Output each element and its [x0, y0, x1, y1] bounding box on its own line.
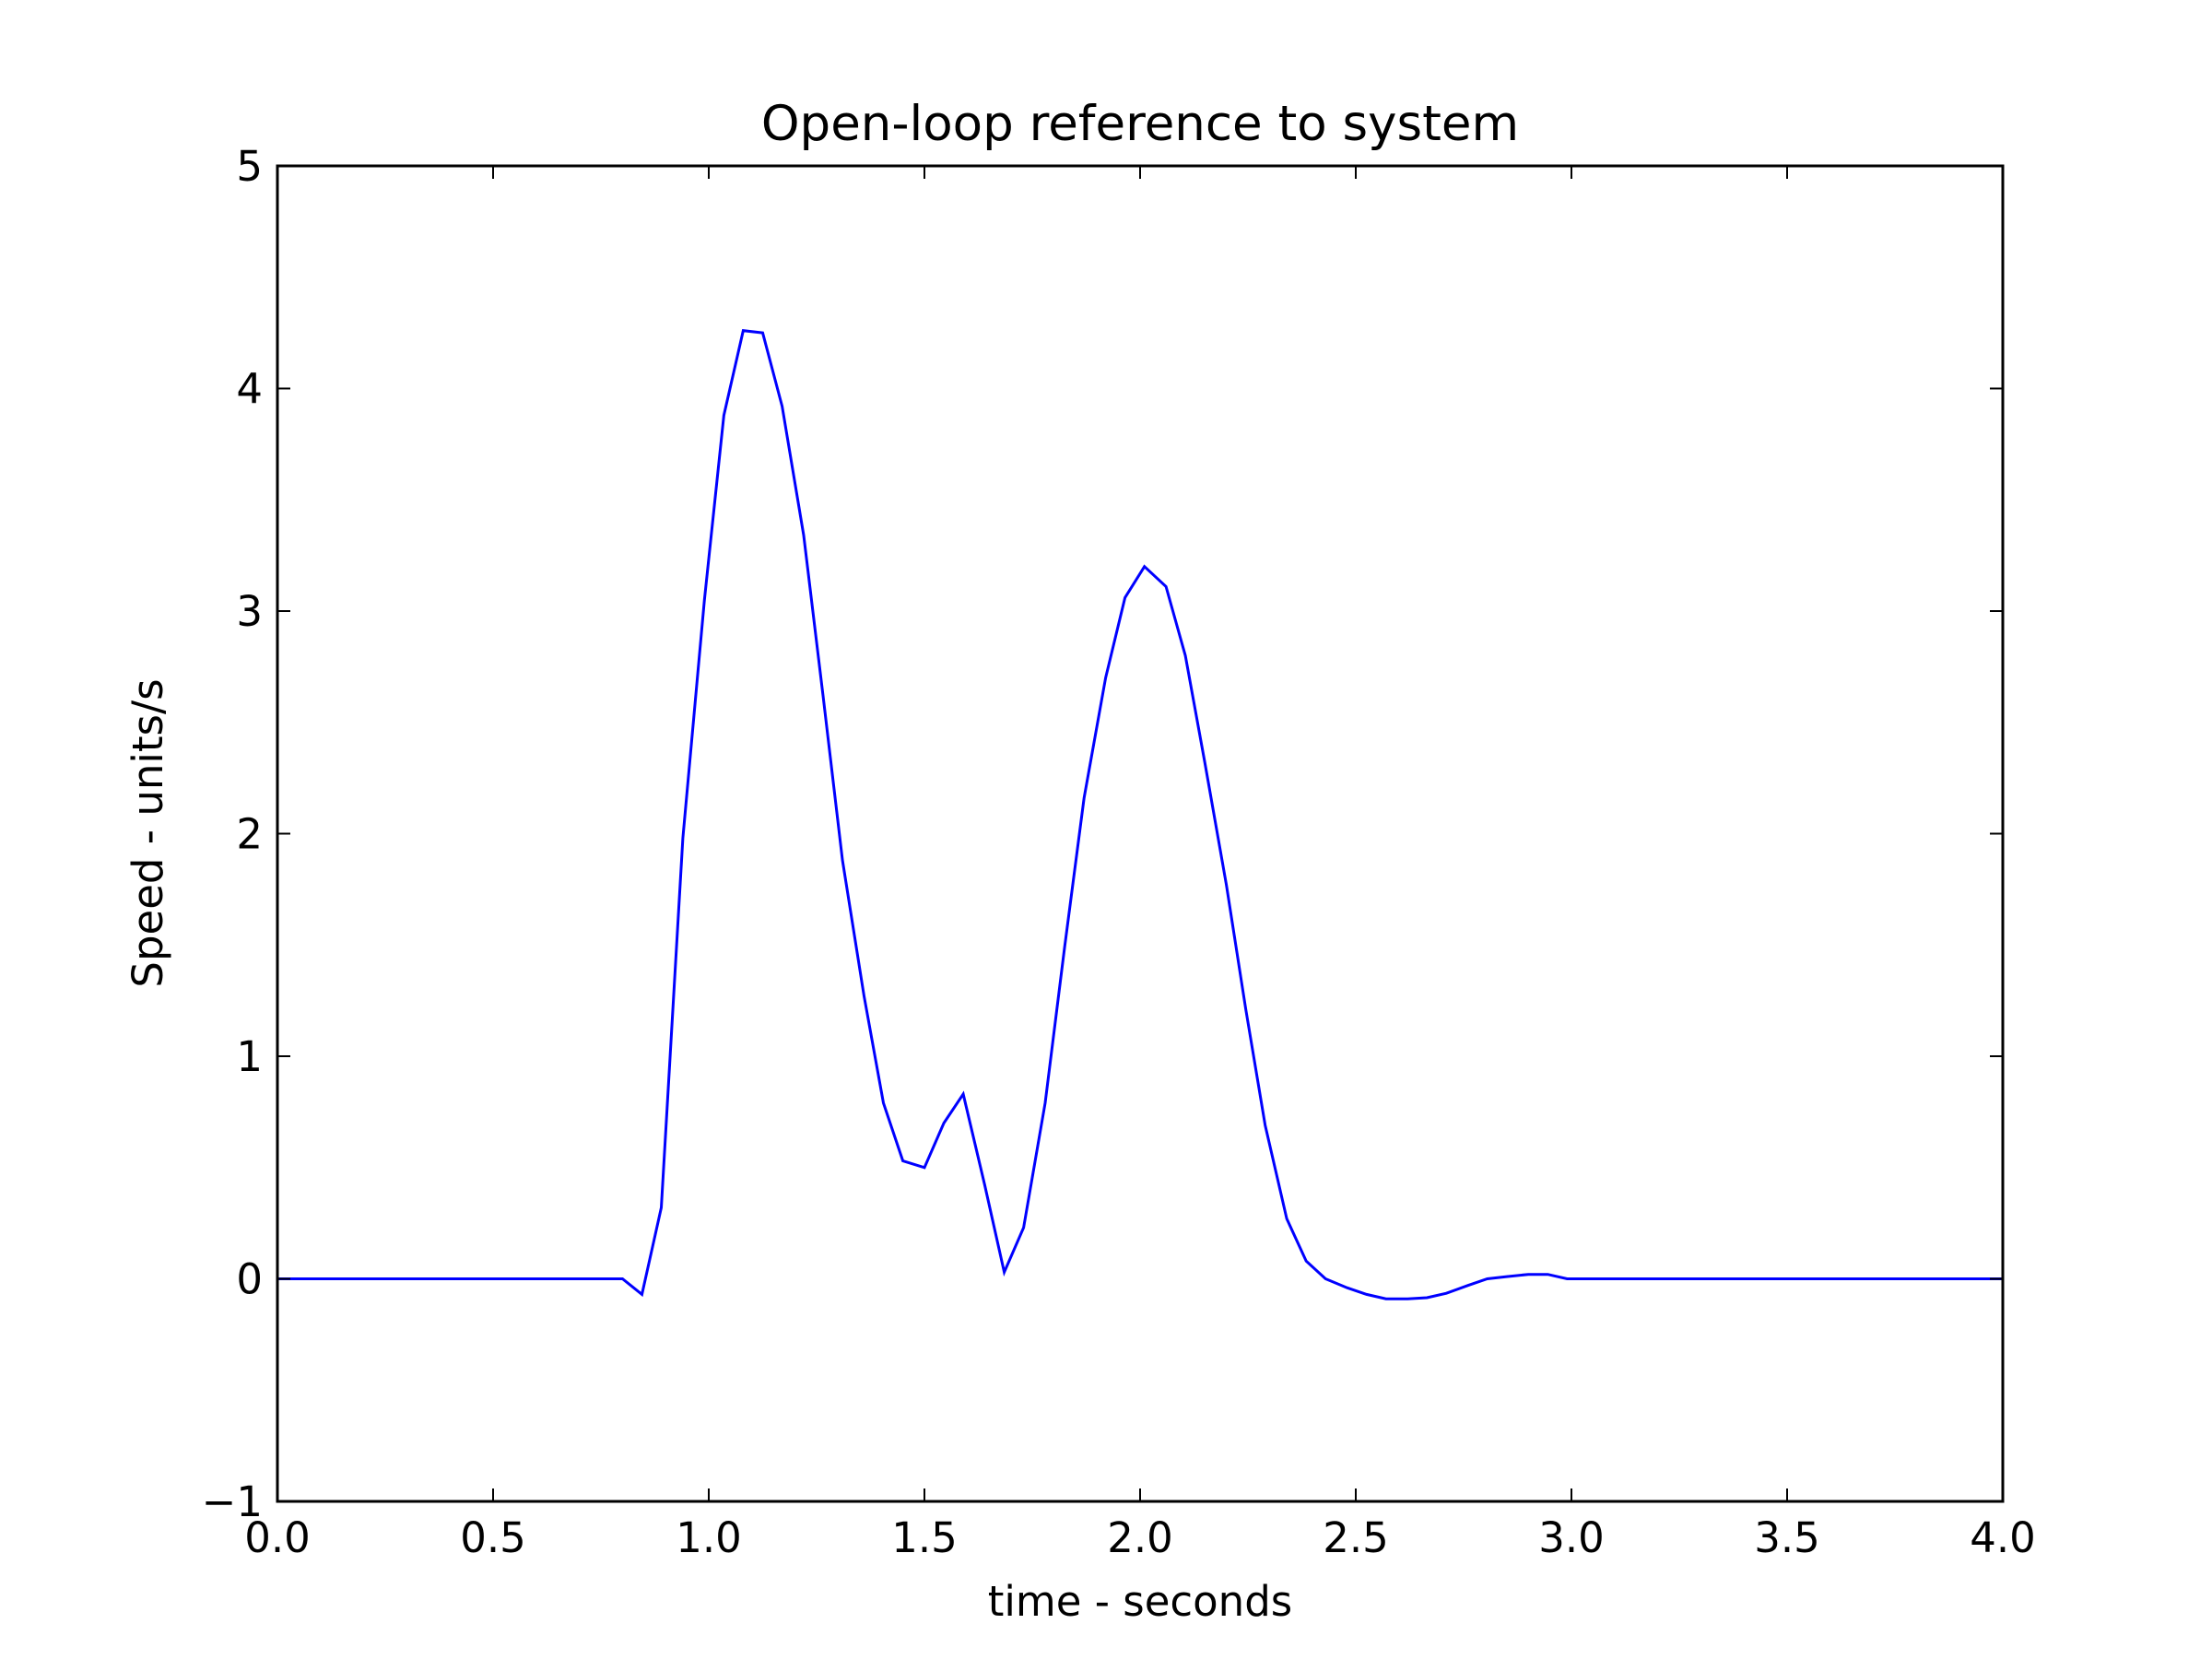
- x-tick-label: 1.0: [676, 1513, 742, 1562]
- ticks-layer: 0.0 0.5 1.0 1.5 2.0 2.5 3.0 3.5 4.0 −1 0 1 2 3 4 5: [202, 142, 2036, 1562]
- y-tick-label: 2: [236, 810, 263, 859]
- x-tick-label: 2.5: [1323, 1513, 1389, 1562]
- y-axis-label: Speed - units/s: [124, 678, 172, 987]
- x-tick-label: 0.0: [244, 1513, 311, 1562]
- y-tick-label: 3: [236, 587, 263, 636]
- y-tick-label: −1: [202, 1477, 263, 1526]
- x-axis-label: time - seconds: [988, 1577, 1292, 1626]
- y-tick-label: 1: [236, 1032, 263, 1081]
- x-tick-label: 3.5: [1754, 1513, 1820, 1562]
- y-tick-label: 0: [236, 1255, 263, 1304]
- x-tick-label: 0.5: [460, 1513, 526, 1562]
- y-tick-label: 5: [236, 142, 263, 191]
- x-tick-label: 3.0: [1538, 1513, 1605, 1562]
- plot-area-frame: [276, 164, 2005, 1503]
- x-tick-label: 2.0: [1107, 1513, 1173, 1562]
- series-layer: [277, 329, 2003, 1300]
- x-tick-label: 1.5: [891, 1513, 958, 1562]
- chart-title: Open-loop reference to system: [761, 96, 1519, 152]
- x-tick-label: 4.0: [1970, 1513, 2036, 1562]
- y-tick-label: 4: [236, 365, 263, 414]
- series-line-1: [277, 329, 2003, 1300]
